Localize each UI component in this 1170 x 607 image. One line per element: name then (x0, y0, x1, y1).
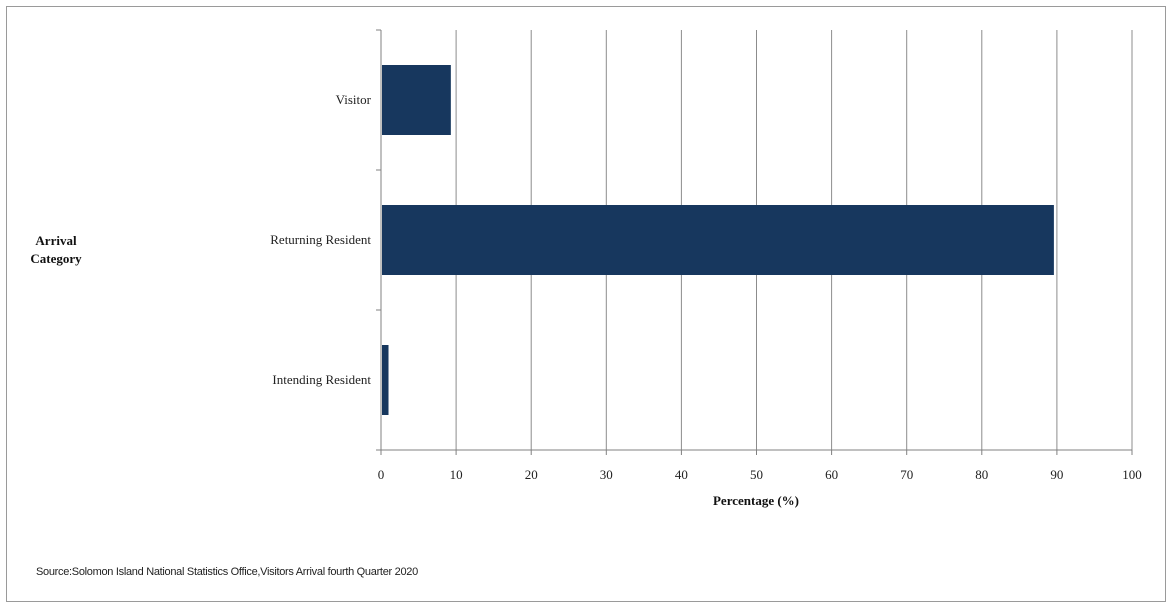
gridlines (455, 30, 1133, 450)
x-tick-label: 90 (1050, 467, 1063, 482)
bar-intending-resident (382, 345, 389, 415)
axes (376, 29, 1133, 455)
x-tick-label: 80 (975, 467, 988, 482)
y-axis-title: Arrival Category (30, 233, 82, 266)
x-axis-title: Percentage (%) (713, 493, 799, 508)
x-tick-labels: 0 10 20 30 40 50 60 70 80 90 100 (378, 467, 1142, 482)
x-tick-label: 40 (675, 467, 688, 482)
x-tick-label: 50 (750, 467, 763, 482)
category-label: Intending Resident (272, 372, 371, 387)
x-tick-label: 70 (900, 467, 913, 482)
source-note: Source:Solomon Island National Statistic… (36, 566, 418, 578)
category-labels: Visitor Returning Resident Intending Resid… (270, 92, 371, 387)
x-tick-label: 60 (825, 467, 838, 482)
bars (382, 65, 1054, 415)
x-tick-label: 0 (378, 467, 385, 482)
chart-frame (6, 6, 1166, 602)
x-tick-label: 100 (1122, 467, 1142, 482)
x-tick-label: 30 (600, 467, 613, 482)
bar-visitor (382, 65, 451, 135)
x-tick-label: 10 (450, 467, 463, 482)
category-label: Returning Resident (270, 232, 371, 247)
x-tick-label: 20 (525, 467, 538, 482)
category-label: Visitor (336, 92, 372, 107)
bar-returning-resident (382, 205, 1054, 275)
